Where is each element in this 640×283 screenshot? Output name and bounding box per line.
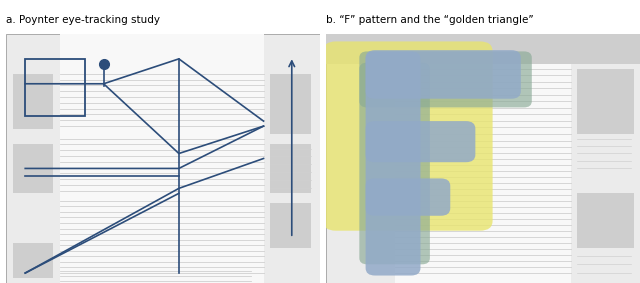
Text: b. “F” pattern and the “golden triangle”: b. “F” pattern and the “golden triangle” [326, 16, 534, 25]
FancyBboxPatch shape [365, 121, 476, 162]
FancyBboxPatch shape [365, 52, 420, 276]
FancyBboxPatch shape [326, 34, 640, 283]
FancyBboxPatch shape [326, 34, 640, 64]
Text: a. Poynter eye-tracking study: a. Poynter eye-tracking study [6, 16, 161, 25]
FancyBboxPatch shape [365, 50, 521, 99]
FancyBboxPatch shape [13, 243, 54, 278]
FancyBboxPatch shape [13, 143, 54, 193]
FancyBboxPatch shape [270, 74, 310, 134]
FancyBboxPatch shape [365, 178, 451, 216]
FancyBboxPatch shape [13, 74, 54, 128]
FancyBboxPatch shape [6, 34, 320, 283]
FancyBboxPatch shape [396, 34, 571, 283]
FancyBboxPatch shape [270, 203, 310, 248]
FancyBboxPatch shape [359, 52, 532, 108]
FancyBboxPatch shape [323, 41, 493, 231]
FancyBboxPatch shape [577, 193, 634, 248]
FancyBboxPatch shape [270, 143, 310, 193]
FancyBboxPatch shape [359, 63, 430, 264]
FancyBboxPatch shape [60, 34, 264, 283]
FancyBboxPatch shape [577, 69, 634, 134]
